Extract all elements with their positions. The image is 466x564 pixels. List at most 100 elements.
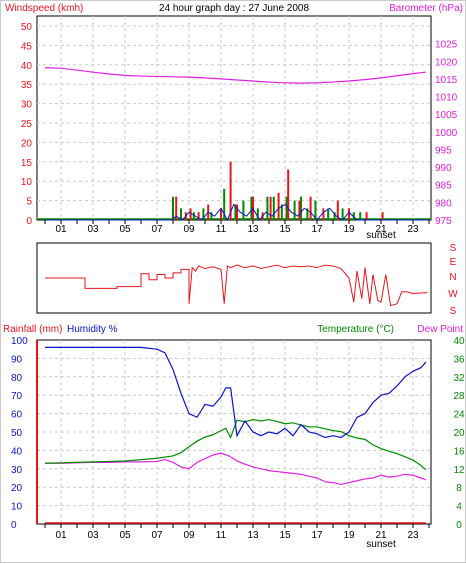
x-tick-label: 19	[343, 224, 355, 235]
y-left-tick-label: 50	[21, 22, 33, 33]
x-tick-label: 05	[119, 530, 131, 541]
x-tick-label: 09	[183, 530, 195, 541]
x-tick-label: 13	[247, 530, 259, 541]
avg-wind-bar	[266, 196, 269, 220]
avg-wind-bar	[333, 212, 336, 220]
y-right-tick-label: 985	[435, 181, 452, 192]
direction-label: N	[449, 272, 456, 283]
avg-wind-bar	[223, 188, 226, 220]
gust-bar	[236, 204, 238, 220]
y-left-tick-label: 45	[21, 41, 33, 52]
y-right-tick-label: 16	[453, 446, 465, 457]
y-right-tick-label: 0	[456, 520, 462, 531]
gust-bar	[229, 161, 232, 220]
y-right-tick-label: 12	[453, 465, 465, 476]
gust-bar	[322, 208, 325, 220]
y-left-tick-label: 50	[11, 428, 23, 439]
y-left-tick-label: 15	[21, 158, 33, 169]
y-left-tick-label: 20	[21, 138, 33, 149]
gust-bar	[287, 169, 290, 220]
avg-wind-bar	[202, 208, 205, 220]
y-left-tick-label: 90	[11, 354, 23, 365]
y-left-tick-label: 20	[11, 483, 23, 494]
y-right-tick-label: 8	[456, 483, 462, 494]
wind-line	[45, 203, 429, 222]
y-left-tick-label: 30	[11, 465, 23, 476]
avg-wind-bar	[272, 196, 275, 220]
avg-wind-bar	[172, 196, 174, 220]
x-tick-label: 21	[375, 530, 387, 541]
dewpoint-axis-label: Dew Point	[417, 324, 463, 335]
x-tick-label: 23	[407, 224, 419, 235]
humidity-axis-label: Humidity %	[67, 324, 118, 335]
wind-baro-plot-frame	[36, 15, 432, 221]
avg-wind-bar	[327, 208, 330, 220]
avg-wind-bar	[341, 208, 344, 220]
x-tick-label: 11	[216, 224, 227, 235]
x-tick-label: 23	[407, 530, 419, 541]
y-right-tick-label: 4	[456, 502, 462, 513]
wind-direction-plot-frame	[36, 242, 432, 314]
y-right-tick-label: 1015	[435, 75, 458, 86]
x-tick-label: 21	[375, 224, 387, 235]
y-right-tick-label: 980	[435, 198, 452, 209]
y-left-tick-label: 100	[11, 336, 28, 347]
wind-direction-line	[45, 264, 428, 307]
avg-wind-bar	[352, 212, 355, 220]
barometer-axis-label: Barometer (hPa)	[389, 3, 463, 14]
y-right-tick-label: 1000	[435, 128, 458, 139]
avg-wind-bar	[210, 212, 213, 220]
dewpoint-line	[45, 452, 427, 486]
sunset-label-top: sunset	[366, 230, 396, 241]
y-left-tick-label: 10	[21, 177, 33, 188]
temperature-line	[44, 418, 427, 471]
y-left-tick-label: 80	[11, 373, 23, 384]
avg-wind-bar	[306, 208, 309, 220]
x-tick-label: 13	[247, 224, 259, 235]
barometer-line	[44, 67, 426, 84]
x-tick-label: 07	[151, 530, 163, 541]
x-tick-label: 11	[216, 530, 227, 541]
avg-wind-bar	[314, 200, 317, 220]
y-right-tick-label: 990	[435, 163, 452, 174]
temp-humidity-plot-frame	[36, 339, 432, 525]
y-right-tick-label: 995	[435, 145, 452, 156]
y-left-tick-label: 40	[11, 446, 23, 457]
direction-label: W	[448, 289, 458, 300]
gust-bar	[298, 200, 301, 220]
x-tick-label: 19	[343, 530, 355, 541]
direction-label: S	[450, 306, 457, 317]
y-left-tick-label: 0	[11, 520, 17, 531]
gust-bar	[175, 196, 178, 220]
x-tick-label: 03	[87, 530, 99, 541]
y-left-tick-label: 5	[26, 197, 32, 208]
y-left-tick-label: 10	[11, 502, 23, 513]
y-left-tick-label: 40	[21, 61, 33, 72]
x-tick-label: 17	[311, 224, 323, 235]
y-right-tick-label: 40	[453, 336, 465, 347]
avg-wind-bar	[300, 196, 302, 220]
avg-wind-bar	[242, 200, 245, 220]
windspeed-axis-label: Windspeed (kmh)	[5, 3, 83, 14]
avg-wind-bar	[250, 196, 253, 220]
avg-wind-bar	[180, 208, 182, 220]
avg-wind-bar	[234, 204, 237, 220]
gust-bar	[277, 192, 280, 220]
y-right-tick-label: 24	[453, 410, 465, 421]
y-left-tick-label: 30	[21, 100, 33, 111]
y-right-tick-label: 20	[453, 428, 465, 439]
x-tick-label: 05	[119, 224, 131, 235]
direction-label: E	[450, 257, 457, 268]
y-left-tick-label: 25	[21, 119, 33, 130]
gust-bar	[309, 196, 312, 220]
y-right-tick-label: 1020	[435, 57, 458, 68]
y-right-tick-label: 1005	[435, 110, 458, 121]
x-tick-label: 03	[87, 224, 99, 235]
x-tick-label: 01	[55, 530, 67, 541]
y-left-tick-label: 60	[11, 410, 23, 421]
y-left-tick-label: 0	[26, 216, 32, 227]
gust-bar	[336, 200, 339, 220]
avg-wind-bar	[192, 212, 195, 220]
